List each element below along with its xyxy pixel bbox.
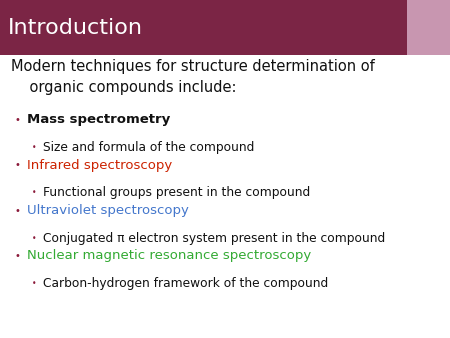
Text: Carbon-hydrogen framework of the compound: Carbon-hydrogen framework of the compoun… [43, 277, 328, 290]
Text: Functional groups present in the compound: Functional groups present in the compoun… [43, 187, 310, 199]
Text: •: • [14, 115, 20, 125]
Text: Nuclear magnetic resonance spectroscopy: Nuclear magnetic resonance spectroscopy [27, 249, 311, 262]
Text: Conjugated π electron system present in the compound: Conjugated π electron system present in … [43, 232, 385, 245]
Text: •: • [32, 279, 36, 288]
Text: •: • [14, 160, 20, 170]
Text: Ultraviolet spectroscopy: Ultraviolet spectroscopy [27, 204, 189, 217]
Text: •: • [32, 143, 36, 152]
Text: Infrared spectroscopy: Infrared spectroscopy [27, 159, 172, 172]
Text: •: • [14, 251, 20, 261]
Text: •: • [32, 189, 36, 197]
FancyBboxPatch shape [0, 0, 450, 55]
Text: •: • [14, 206, 20, 216]
Text: Size and formula of the compound: Size and formula of the compound [43, 141, 254, 154]
Text: Modern techniques for structure determination of
    organic compounds include:: Modern techniques for structure determin… [11, 59, 375, 95]
Text: •: • [32, 234, 36, 243]
Text: Mass spectrometry: Mass spectrometry [27, 114, 170, 126]
Text: Introduction: Introduction [8, 18, 143, 38]
FancyBboxPatch shape [407, 0, 450, 55]
